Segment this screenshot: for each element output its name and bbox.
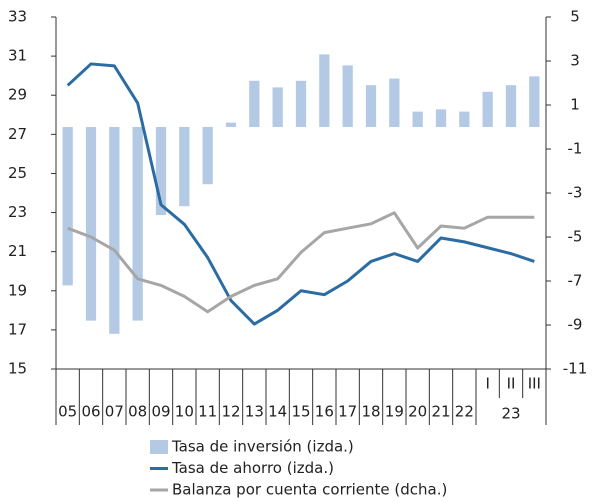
x-tick-label: 05: [58, 403, 77, 421]
bar: [482, 91, 493, 127]
bar: [342, 65, 353, 127]
y-tick-label: 17: [8, 320, 27, 338]
x-tick-label: 16: [315, 403, 334, 421]
x-tick-label: I: [485, 375, 489, 393]
y-tick-label: 19: [8, 281, 27, 299]
x-tick-label: 21: [431, 403, 450, 421]
y-tick-label: 31: [8, 47, 27, 65]
y-tick-label: 23: [8, 203, 27, 221]
bar: [365, 85, 377, 127]
bar: [202, 127, 213, 185]
bar: [319, 54, 330, 127]
y2-tick-label: 1: [570, 96, 580, 114]
x-tick-label: 17: [338, 403, 357, 421]
bar: [62, 127, 73, 286]
x-tick-label: 15: [291, 403, 310, 421]
x-tick-label: 18: [361, 403, 380, 421]
bar: [529, 76, 540, 127]
legend-swatch: [150, 440, 168, 454]
x-tick-label: 19: [385, 403, 404, 421]
line: [67, 211, 535, 314]
bar: [295, 80, 307, 127]
x-tick-label: II: [507, 375, 516, 393]
y-tick-label: 21: [8, 242, 27, 260]
y-tick-label: 15: [8, 360, 27, 378]
y2-tick-label: 5: [570, 8, 580, 26]
y2-tick-label: 3: [570, 52, 580, 70]
bar: [225, 122, 237, 127]
bar: [85, 127, 97, 321]
bar: [249, 80, 260, 127]
bar: [435, 109, 447, 127]
x-tick-label: 08: [128, 403, 147, 421]
x-tick-label: 14: [268, 403, 287, 421]
y2-tick-label: -3: [568, 184, 583, 202]
bar: [505, 85, 517, 127]
x-tick-label: 11: [198, 403, 217, 421]
x-tick-label: 22: [455, 403, 474, 421]
x-tick-label: 12: [221, 403, 240, 421]
y-tick-label: 29: [8, 86, 27, 104]
y-tick-label: 25: [8, 164, 27, 182]
x-group-label: 23: [501, 405, 520, 423]
line: [66, 62, 535, 326]
bar: [132, 127, 143, 321]
x-tick-label: 10: [175, 403, 194, 421]
bar: [272, 87, 283, 127]
y2-tick-label: -5: [568, 228, 583, 246]
x-tick-label: 20: [408, 403, 427, 421]
y2-tick-label: -1: [568, 140, 583, 158]
bar: [412, 111, 423, 127]
bar: [459, 111, 470, 127]
x-tick-label: III: [528, 375, 541, 393]
y-tick-label: 33: [8, 8, 27, 26]
bar: [155, 127, 167, 215]
bar: [179, 127, 190, 207]
legend-label: Balanza por cuenta corriente (dcha.): [172, 481, 447, 499]
y2-tick-label: -7: [568, 272, 583, 290]
y2-tick-label: -11: [563, 360, 588, 378]
y-tick-label: 27: [8, 125, 27, 143]
bar: [109, 127, 120, 334]
x-tick-label: 09: [151, 403, 170, 421]
y2-tick-label: -9: [568, 316, 583, 334]
x-tick-label: 07: [105, 403, 124, 421]
bar: [389, 78, 400, 127]
x-tick-label: 13: [245, 403, 264, 421]
legend-label: Tasa de ahorro (izda.): [171, 459, 334, 477]
legend-label: Tasa de inversión (izda.): [171, 438, 354, 456]
x-tick-label: 06: [81, 403, 100, 421]
